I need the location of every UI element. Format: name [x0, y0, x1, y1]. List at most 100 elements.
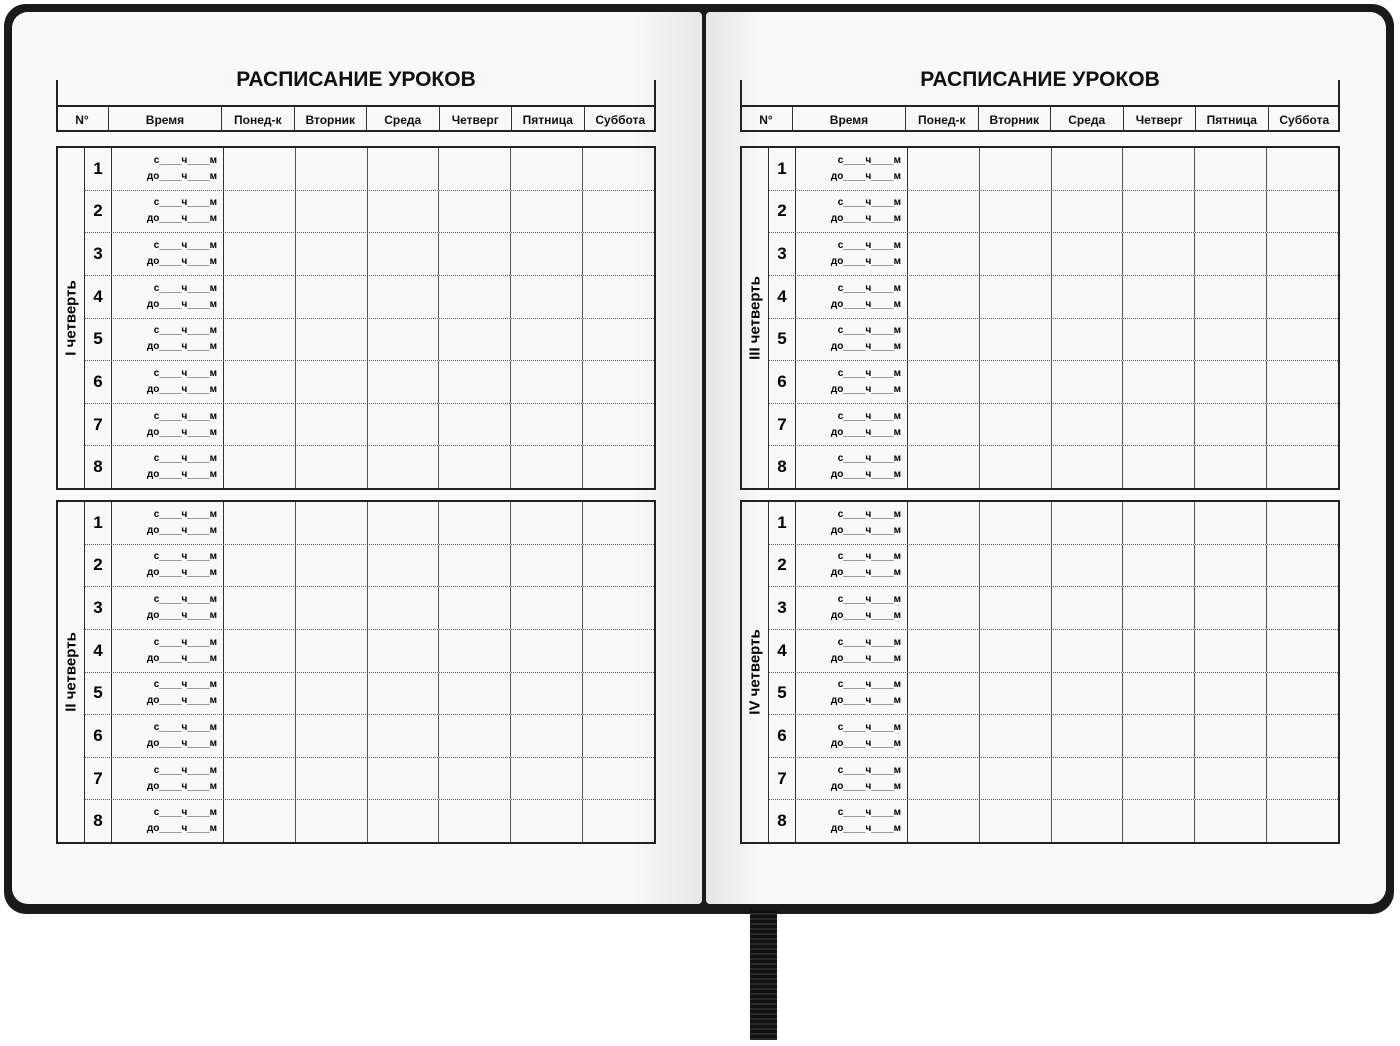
- time-cell[interactable]: с____ч____м до____ч____м: [112, 544, 224, 587]
- time-cell[interactable]: с____ч____м до____ч____м: [112, 629, 224, 672]
- lesson-cell[interactable]: [1195, 800, 1268, 842]
- lesson-cell[interactable]: [1052, 446, 1124, 488]
- lesson-cell[interactable]: [296, 800, 368, 842]
- time-cell[interactable]: с____ч____м до____ч____м: [796, 148, 908, 190]
- lesson-cell[interactable]: [296, 403, 368, 446]
- lesson-cell[interactable]: [583, 191, 654, 233]
- lesson-cell[interactable]: [439, 629, 512, 672]
- lesson-cell[interactable]: [511, 544, 584, 587]
- lesson-cell[interactable]: [439, 672, 512, 715]
- lesson-cell[interactable]: [1052, 233, 1124, 275]
- time-cell[interactable]: с____ч____м до____ч____м: [112, 190, 224, 233]
- lesson-cell[interactable]: [368, 757, 440, 800]
- time-cell[interactable]: с____ч____м до____ч____м: [112, 275, 224, 318]
- lesson-cell[interactable]: [296, 233, 368, 275]
- time-cell[interactable]: с____ч____м до____ч____м: [112, 672, 224, 715]
- lesson-cell[interactable]: [368, 629, 440, 672]
- lesson-cell[interactable]: [511, 800, 584, 842]
- lesson-cell[interactable]: [583, 148, 654, 190]
- lesson-cell[interactable]: [980, 361, 1052, 403]
- lesson-cell[interactable]: [583, 319, 654, 361]
- lesson-cell[interactable]: [439, 800, 512, 842]
- time-cell[interactable]: с____ч____м до____ч____м: [796, 757, 908, 800]
- lesson-cell[interactable]: [980, 233, 1052, 275]
- lesson-cell[interactable]: [511, 757, 584, 800]
- lesson-cell[interactable]: [224, 672, 296, 715]
- lesson-cell[interactable]: [908, 275, 980, 318]
- time-cell[interactable]: с____ч____м до____ч____м: [112, 446, 224, 488]
- time-cell[interactable]: с____ч____м до____ч____м: [112, 318, 224, 361]
- lesson-cell[interactable]: [1123, 403, 1196, 446]
- lesson-cell[interactable]: [1267, 276, 1338, 318]
- lesson-cell[interactable]: [1123, 544, 1196, 587]
- lesson-cell[interactable]: [368, 672, 440, 715]
- lesson-cell[interactable]: [980, 148, 1052, 190]
- lesson-cell[interactable]: [511, 190, 584, 233]
- lesson-cell[interactable]: [1052, 757, 1124, 800]
- lesson-cell[interactable]: [1052, 502, 1124, 544]
- lesson-cell[interactable]: [296, 587, 368, 629]
- time-cell[interactable]: с____ч____м до____ч____м: [796, 190, 908, 233]
- lesson-cell[interactable]: [1052, 544, 1124, 587]
- lesson-cell[interactable]: [439, 757, 512, 800]
- lesson-cell[interactable]: [296, 190, 368, 233]
- lesson-cell[interactable]: [583, 758, 654, 800]
- lesson-cell[interactable]: [980, 629, 1052, 672]
- lesson-cell[interactable]: [908, 148, 980, 190]
- lesson-cell[interactable]: [1195, 275, 1268, 318]
- lesson-cell[interactable]: [296, 148, 368, 190]
- lesson-cell[interactable]: [1195, 629, 1268, 672]
- lesson-cell[interactable]: [1195, 190, 1268, 233]
- lesson-cell[interactable]: [1267, 800, 1338, 842]
- lesson-cell[interactable]: [1123, 446, 1196, 488]
- lesson-cell[interactable]: [1123, 148, 1196, 190]
- lesson-cell[interactable]: [1052, 148, 1124, 190]
- lesson-cell[interactable]: [1123, 361, 1196, 403]
- lesson-cell[interactable]: [511, 403, 584, 446]
- lesson-cell[interactable]: [583, 446, 654, 488]
- lesson-cell[interactable]: [1267, 404, 1338, 446]
- lesson-cell[interactable]: [583, 233, 654, 275]
- lesson-cell[interactable]: [583, 587, 654, 629]
- lesson-cell[interactable]: [1267, 191, 1338, 233]
- bookmark-ribbon[interactable]: [750, 910, 777, 1040]
- lesson-cell[interactable]: [1195, 148, 1268, 190]
- lesson-cell[interactable]: [1052, 275, 1124, 318]
- lesson-cell[interactable]: [511, 361, 584, 403]
- lesson-cell[interactable]: [583, 404, 654, 446]
- time-cell[interactable]: с____ч____м до____ч____м: [112, 403, 224, 446]
- lesson-cell[interactable]: [439, 148, 512, 190]
- time-cell[interactable]: с____ч____м до____ч____м: [796, 544, 908, 587]
- time-cell[interactable]: с____ч____м до____ч____м: [796, 502, 908, 544]
- time-cell[interactable]: с____ч____м до____ч____м: [112, 800, 224, 842]
- lesson-cell[interactable]: [368, 446, 440, 488]
- lesson-cell[interactable]: [980, 190, 1052, 233]
- time-cell[interactable]: с____ч____м до____ч____м: [796, 233, 908, 275]
- lesson-cell[interactable]: [511, 148, 584, 190]
- lesson-cell[interactable]: [224, 544, 296, 587]
- time-cell[interactable]: с____ч____м до____ч____м: [796, 361, 908, 403]
- lesson-cell[interactable]: [439, 544, 512, 587]
- lesson-cell[interactable]: [908, 233, 980, 275]
- lesson-cell[interactable]: [224, 403, 296, 446]
- lesson-cell[interactable]: [1267, 502, 1338, 544]
- time-cell[interactable]: с____ч____м до____ч____м: [796, 629, 908, 672]
- time-cell[interactable]: с____ч____м до____ч____м: [112, 715, 224, 757]
- lesson-cell[interactable]: [980, 544, 1052, 587]
- time-cell[interactable]: с____ч____м до____ч____м: [796, 446, 908, 488]
- lesson-cell[interactable]: [1267, 673, 1338, 715]
- lesson-cell[interactable]: [224, 275, 296, 318]
- lesson-cell[interactable]: [908, 544, 980, 587]
- lesson-cell[interactable]: [224, 190, 296, 233]
- time-cell[interactable]: с____ч____м до____ч____м: [112, 233, 224, 275]
- lesson-cell[interactable]: [1267, 148, 1338, 190]
- lesson-cell[interactable]: [1195, 446, 1268, 488]
- lesson-cell[interactable]: [583, 502, 654, 544]
- lesson-cell[interactable]: [908, 715, 980, 757]
- lesson-cell[interactable]: [296, 361, 368, 403]
- lesson-cell[interactable]: [980, 587, 1052, 629]
- lesson-cell[interactable]: [908, 587, 980, 629]
- lesson-cell[interactable]: [368, 318, 440, 361]
- lesson-cell[interactable]: [1195, 403, 1268, 446]
- lesson-cell[interactable]: [1195, 361, 1268, 403]
